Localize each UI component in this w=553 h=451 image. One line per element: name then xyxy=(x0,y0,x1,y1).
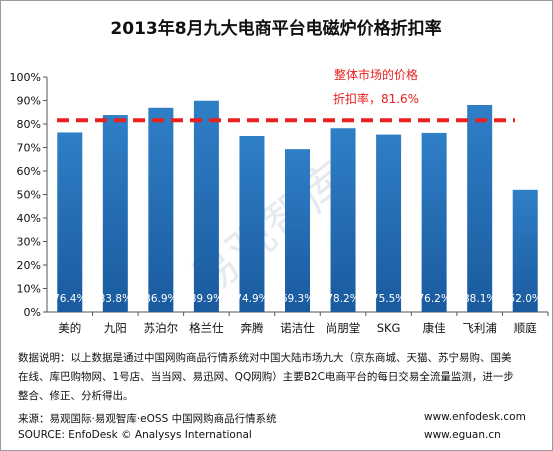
bar-0 xyxy=(57,132,83,312)
bar-value-label: 75.5% xyxy=(372,293,405,305)
bar-value-label: 83.8% xyxy=(99,293,132,305)
y-tick-label: 70% xyxy=(17,142,41,155)
x-tick-label: 飞利浦 xyxy=(462,321,497,335)
x-tick-label: SKG xyxy=(377,321,401,335)
bar-1 xyxy=(102,115,128,312)
bar-value-label: 76.2% xyxy=(417,293,450,305)
x-tick-label: 九阳 xyxy=(104,321,127,335)
y-tick-label: 50% xyxy=(17,189,41,202)
y-tick-label: 100% xyxy=(10,71,41,84)
y-tick-label: 90% xyxy=(17,95,41,108)
bar-value-label: 78.2% xyxy=(326,293,359,305)
x-tick-label: 奔腾 xyxy=(240,321,263,335)
bar-value-label: 52.0% xyxy=(509,293,542,305)
y-tick-label: 10% xyxy=(17,283,41,296)
reference-label-line-1: 整体市场的价格 xyxy=(334,67,418,82)
url-enfodesk[interactable]: www.enfodesk.com xyxy=(424,411,526,423)
data-note: 数据说明：以上数据是通过中国网购商品行情系统对中国大陆市场九大（京东商城、天猫、… xyxy=(18,349,538,406)
bar-value-label: 76.4% xyxy=(53,293,86,305)
y-tick-label: 0% xyxy=(24,306,41,319)
bar-6 xyxy=(330,128,356,312)
x-tick-label: 美的 xyxy=(58,321,81,335)
bar-value-label: 69.3% xyxy=(281,293,314,305)
x-tick-label: 诺洁仕 xyxy=(280,321,315,335)
note-line-1: 数据说明：以上数据是通过中国网购商品行情系统对中国大陆市场九大（京东商城、天猫、… xyxy=(18,352,512,364)
bar-2 xyxy=(148,107,174,312)
bar-value-label: 89.9% xyxy=(190,293,223,305)
reference-label-line-2: 折扣率，81.6% xyxy=(333,91,419,106)
y-tick-label: 80% xyxy=(17,118,41,131)
y-tick-label: 60% xyxy=(17,165,41,178)
x-tick-label: 苏泊尔 xyxy=(144,321,179,335)
bar-5 xyxy=(285,149,310,312)
note-line-2: 在线、库巴购物网、1号店、当当网、易迅网、QQ网购）主要B2C电商平台的每日交易… xyxy=(18,371,514,383)
note-line-3: 整合、修正、分析得出。 xyxy=(18,390,134,402)
x-tick-label: 顺庭 xyxy=(514,321,537,335)
bar-value-label: 88.1% xyxy=(463,293,496,305)
bar-value-label: 74.9% xyxy=(235,293,268,305)
bar-7 xyxy=(376,134,402,312)
y-tick-label: 30% xyxy=(17,236,41,249)
source-en: SOURCE: EnfoDesk © Analysys Internationa… xyxy=(18,429,252,441)
bar-10 xyxy=(512,189,538,312)
bar-8 xyxy=(421,132,447,312)
bar-9 xyxy=(467,104,493,312)
y-tick-label: 20% xyxy=(17,259,41,272)
bar-value-label: 86.9% xyxy=(144,293,177,305)
bar-4 xyxy=(239,135,265,312)
source-cn: 来源：易观国际·易观智库·eOSS 中国网购商品行情系统 xyxy=(18,413,277,425)
y-tick-label: 40% xyxy=(17,212,41,225)
x-tick-label: 尚朋堂 xyxy=(326,321,361,335)
bar-3 xyxy=(193,100,219,312)
url-eguan[interactable]: www.eguan.cn xyxy=(424,429,501,441)
chart-title: 2013年8月九大电商平台电磁炉价格折扣率 xyxy=(110,18,441,39)
x-tick-label: 康佳 xyxy=(423,321,446,335)
x-tick-label: 格兰仕 xyxy=(189,321,224,335)
